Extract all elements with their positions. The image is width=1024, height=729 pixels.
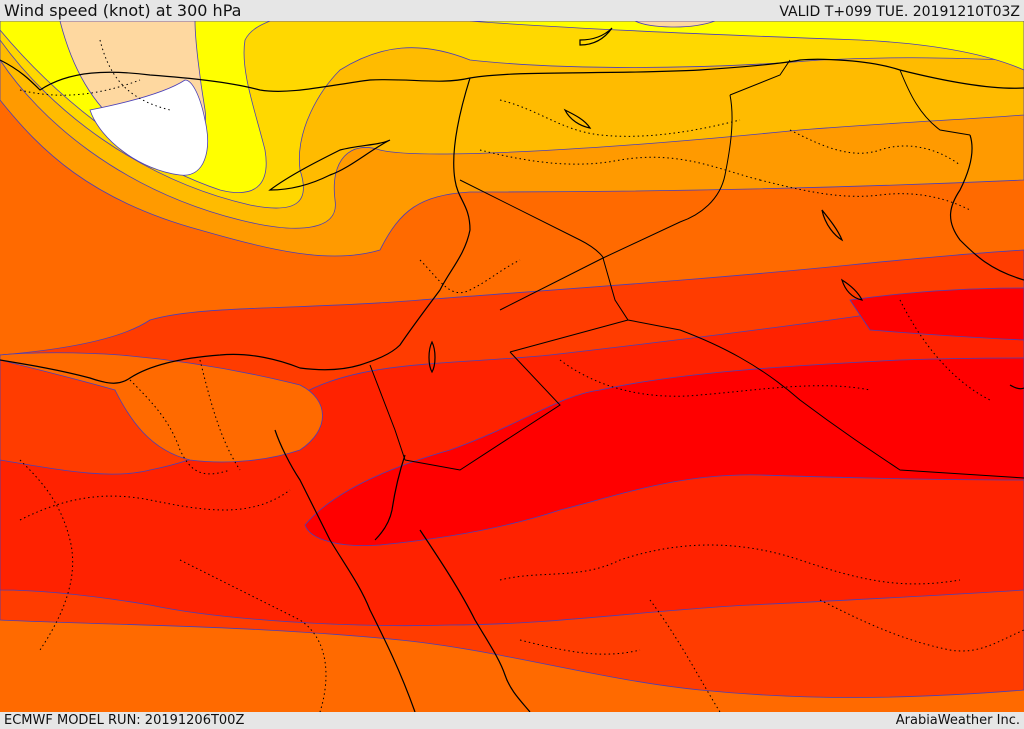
band-core [304, 357, 1024, 546]
borders-dotted [19, 39, 1024, 712]
valid-time: VALID T+099 TUE. 20191210T03Z [779, 4, 1020, 20]
footer-bar: ECMWF MODEL RUN: 20191206T00Z ArabiaWeat… [0, 712, 1024, 729]
borders-solid [369, 59, 1024, 479]
band-yellow-ne [469, 21, 1024, 71]
coastlines [0, 27, 1024, 712]
model-run: ECMWF MODEL RUN: 20191206T00Z [4, 713, 245, 728]
band-white [89, 79, 208, 176]
band-orange-west [0, 352, 323, 463]
map-title: Wind speed (knot) at 300 hPa [4, 1, 242, 20]
map-canvas [0, 21, 1024, 712]
band-pale-small [634, 21, 716, 28]
credit-label: ArabiaWeather Inc. [895, 713, 1020, 728]
band-core-east [849, 287, 1024, 341]
wind-speed-map [0, 21, 1024, 712]
header-bar: Wind speed (knot) at 300 hPa VALID T+099… [0, 0, 1024, 21]
